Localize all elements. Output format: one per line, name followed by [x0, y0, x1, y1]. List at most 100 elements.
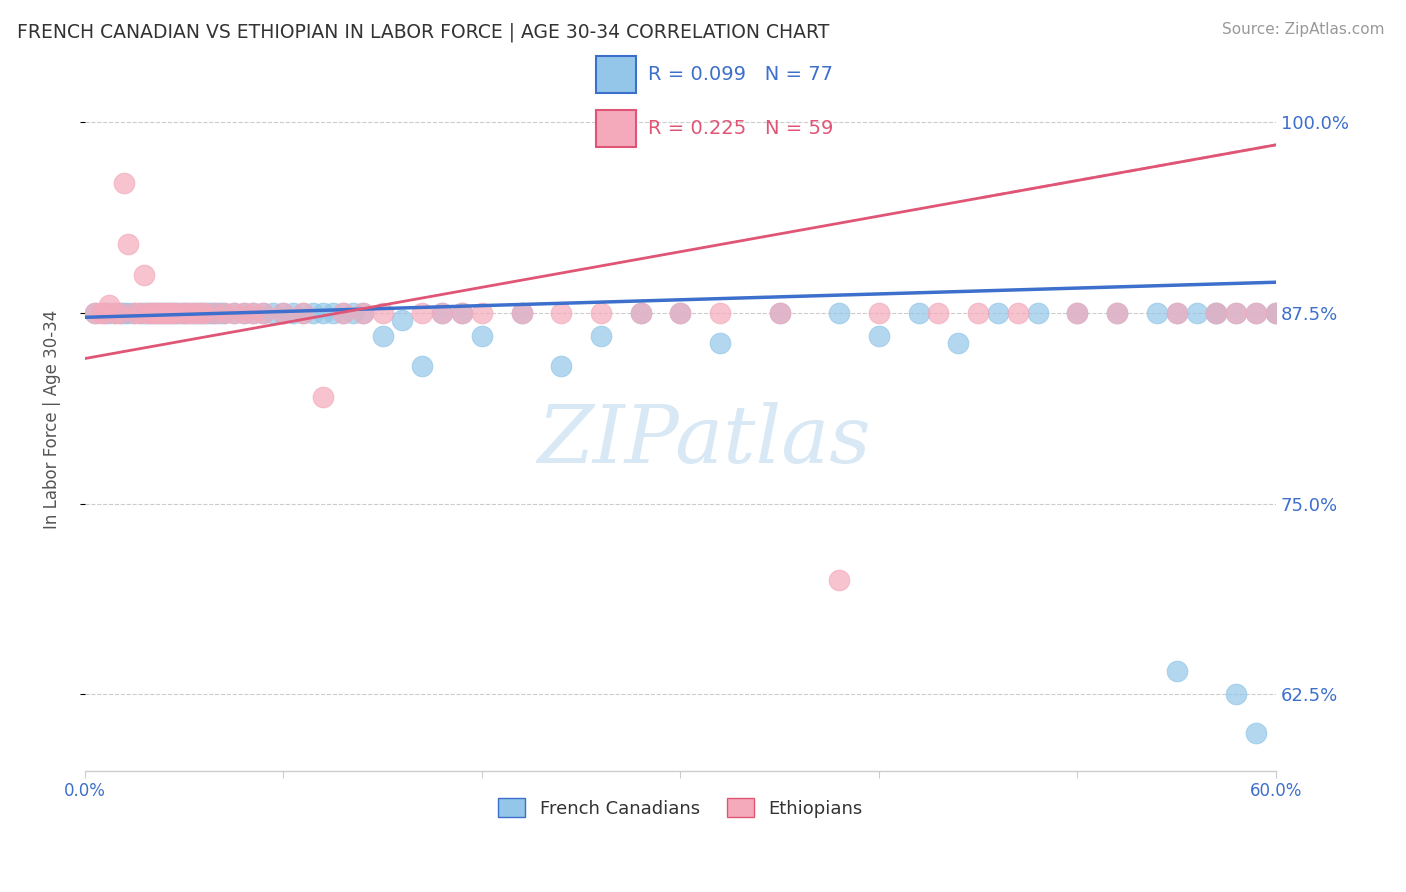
Point — [510, 306, 533, 320]
Point — [97, 306, 120, 320]
Point — [1205, 306, 1227, 320]
Point — [1244, 725, 1267, 739]
Point — [114, 176, 136, 190]
Point — [471, 306, 494, 320]
Point — [1265, 306, 1288, 320]
Text: Source: ZipAtlas.com: Source: ZipAtlas.com — [1222, 22, 1385, 37]
Point — [322, 306, 344, 320]
Point — [1185, 306, 1208, 320]
Point — [165, 306, 187, 320]
Point — [103, 306, 125, 320]
Point — [232, 306, 254, 320]
Point — [149, 306, 172, 320]
Point — [510, 306, 533, 320]
Point — [188, 306, 211, 320]
Point — [709, 306, 731, 320]
Point — [193, 306, 215, 320]
Point — [93, 306, 115, 320]
Point — [283, 306, 305, 320]
Point — [145, 306, 167, 320]
Point — [352, 306, 374, 320]
Point — [768, 306, 790, 320]
Point — [1166, 665, 1188, 679]
Point — [1107, 306, 1129, 320]
Point — [83, 306, 105, 320]
Point — [165, 306, 187, 320]
Point — [134, 306, 156, 320]
Point — [193, 306, 215, 320]
Point — [828, 573, 851, 587]
Point — [550, 306, 572, 320]
Point — [134, 268, 156, 282]
Point — [1166, 306, 1188, 320]
Point — [184, 306, 207, 320]
Point — [157, 306, 180, 320]
Point — [181, 306, 204, 320]
Point — [342, 306, 364, 320]
Point — [153, 306, 176, 320]
Point — [1244, 306, 1267, 320]
Point — [669, 306, 692, 320]
Point — [153, 306, 176, 320]
Point — [1244, 306, 1267, 320]
Point — [411, 359, 433, 374]
Point — [271, 306, 294, 320]
Text: FRENCH CANADIAN VS ETHIOPIAN IN LABOR FORCE | AGE 30-34 CORRELATION CHART: FRENCH CANADIAN VS ETHIOPIAN IN LABOR FO… — [17, 22, 830, 42]
Point — [1205, 306, 1227, 320]
Point — [197, 306, 219, 320]
Point — [1225, 306, 1247, 320]
Point — [292, 306, 315, 320]
Point — [1066, 306, 1088, 320]
Point — [160, 306, 183, 320]
Point — [332, 306, 354, 320]
Point — [262, 306, 284, 320]
Point — [177, 306, 200, 320]
Point — [90, 306, 112, 320]
Point — [212, 306, 235, 320]
Point — [471, 328, 494, 343]
Point — [201, 306, 224, 320]
Point — [430, 306, 453, 320]
Point — [103, 306, 125, 320]
Point — [232, 306, 254, 320]
Point — [1007, 306, 1029, 320]
Bar — [596, 110, 636, 146]
Point — [141, 306, 163, 320]
Point — [177, 306, 200, 320]
Point — [222, 306, 245, 320]
Point — [93, 306, 115, 320]
Point — [987, 306, 1010, 320]
Point — [169, 306, 191, 320]
Point — [97, 298, 120, 312]
Point — [312, 306, 335, 320]
Text: R = 0.225   N = 59: R = 0.225 N = 59 — [648, 119, 834, 137]
Point — [589, 328, 612, 343]
Y-axis label: In Labor Force | Age 30-34: In Labor Force | Age 30-34 — [44, 310, 60, 529]
Legend: French Canadians, Ethiopians: French Canadians, Ethiopians — [491, 791, 870, 825]
Point — [83, 306, 105, 320]
Point — [252, 306, 274, 320]
Point — [129, 306, 152, 320]
Point — [124, 306, 146, 320]
Point — [110, 306, 132, 320]
Point — [271, 306, 294, 320]
Point — [183, 306, 205, 320]
Point — [411, 306, 433, 320]
Point — [173, 306, 195, 320]
Point — [173, 306, 195, 320]
Point — [430, 306, 453, 320]
Point — [828, 306, 851, 320]
Point — [145, 306, 167, 320]
Point — [630, 306, 652, 320]
Point — [371, 328, 394, 343]
Point — [242, 306, 264, 320]
Point — [967, 306, 990, 320]
Point — [292, 306, 315, 320]
Point — [768, 306, 790, 320]
Point — [709, 336, 731, 351]
Point — [302, 306, 325, 320]
Point — [136, 306, 159, 320]
Point — [1026, 306, 1049, 320]
Point — [550, 359, 572, 374]
Point — [202, 306, 225, 320]
